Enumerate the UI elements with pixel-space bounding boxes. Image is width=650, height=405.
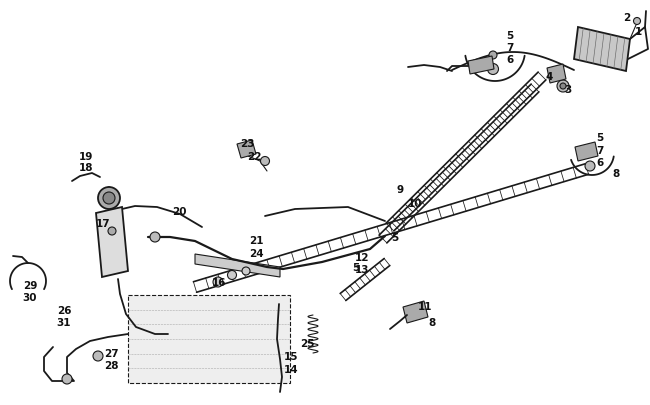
Text: 7: 7 (596, 146, 604, 156)
Text: 2: 2 (623, 13, 630, 23)
Text: 13: 13 (355, 264, 369, 274)
Text: 5: 5 (506, 31, 514, 41)
Circle shape (62, 374, 72, 384)
Text: 11: 11 (418, 301, 432, 311)
Text: 19: 19 (79, 151, 93, 162)
Text: 17: 17 (96, 218, 111, 228)
Circle shape (213, 277, 223, 287)
Text: 22: 22 (247, 151, 261, 162)
Text: 18: 18 (79, 162, 93, 173)
Text: 29: 29 (23, 280, 37, 290)
Text: 4: 4 (545, 72, 552, 82)
Text: 24: 24 (249, 248, 263, 258)
Circle shape (488, 64, 499, 75)
Text: 15: 15 (284, 351, 298, 361)
Circle shape (150, 232, 160, 243)
Polygon shape (468, 57, 494, 75)
Text: 5: 5 (352, 262, 359, 272)
Text: 21: 21 (249, 235, 263, 245)
Circle shape (560, 84, 566, 90)
Text: 8: 8 (428, 317, 436, 327)
Text: 27: 27 (104, 348, 118, 358)
Circle shape (227, 271, 237, 280)
Polygon shape (574, 28, 630, 72)
Circle shape (634, 19, 640, 26)
Text: 7: 7 (506, 43, 514, 53)
Text: 1: 1 (634, 27, 642, 37)
Polygon shape (403, 301, 428, 323)
Text: 12: 12 (355, 252, 369, 262)
Polygon shape (195, 254, 280, 277)
Circle shape (586, 149, 594, 158)
Text: 30: 30 (23, 292, 37, 302)
Text: 20: 20 (172, 207, 187, 216)
Text: 6: 6 (506, 55, 514, 65)
Circle shape (93, 351, 103, 361)
Text: 25: 25 (300, 338, 314, 348)
Text: 6: 6 (597, 158, 604, 168)
Text: 3: 3 (564, 85, 571, 95)
Text: 28: 28 (104, 360, 118, 370)
Circle shape (557, 81, 569, 93)
Text: 14: 14 (283, 364, 298, 374)
Text: 23: 23 (240, 139, 254, 149)
Circle shape (261, 157, 270, 166)
Polygon shape (96, 207, 128, 277)
Text: 26: 26 (57, 305, 72, 315)
Polygon shape (547, 65, 566, 84)
Polygon shape (575, 143, 598, 162)
Bar (128, 295, 290, 383)
Circle shape (108, 228, 116, 235)
Text: 31: 31 (57, 317, 72, 327)
Text: 10: 10 (408, 198, 422, 209)
Circle shape (489, 52, 497, 60)
Text: 8: 8 (612, 168, 619, 179)
Text: 5: 5 (597, 133, 604, 143)
Circle shape (585, 162, 595, 172)
Circle shape (98, 188, 120, 209)
Text: 9: 9 (396, 185, 404, 194)
Text: 16: 16 (212, 277, 226, 287)
Circle shape (242, 267, 250, 275)
Text: 5: 5 (391, 232, 398, 243)
Circle shape (103, 192, 115, 205)
Polygon shape (237, 141, 256, 159)
